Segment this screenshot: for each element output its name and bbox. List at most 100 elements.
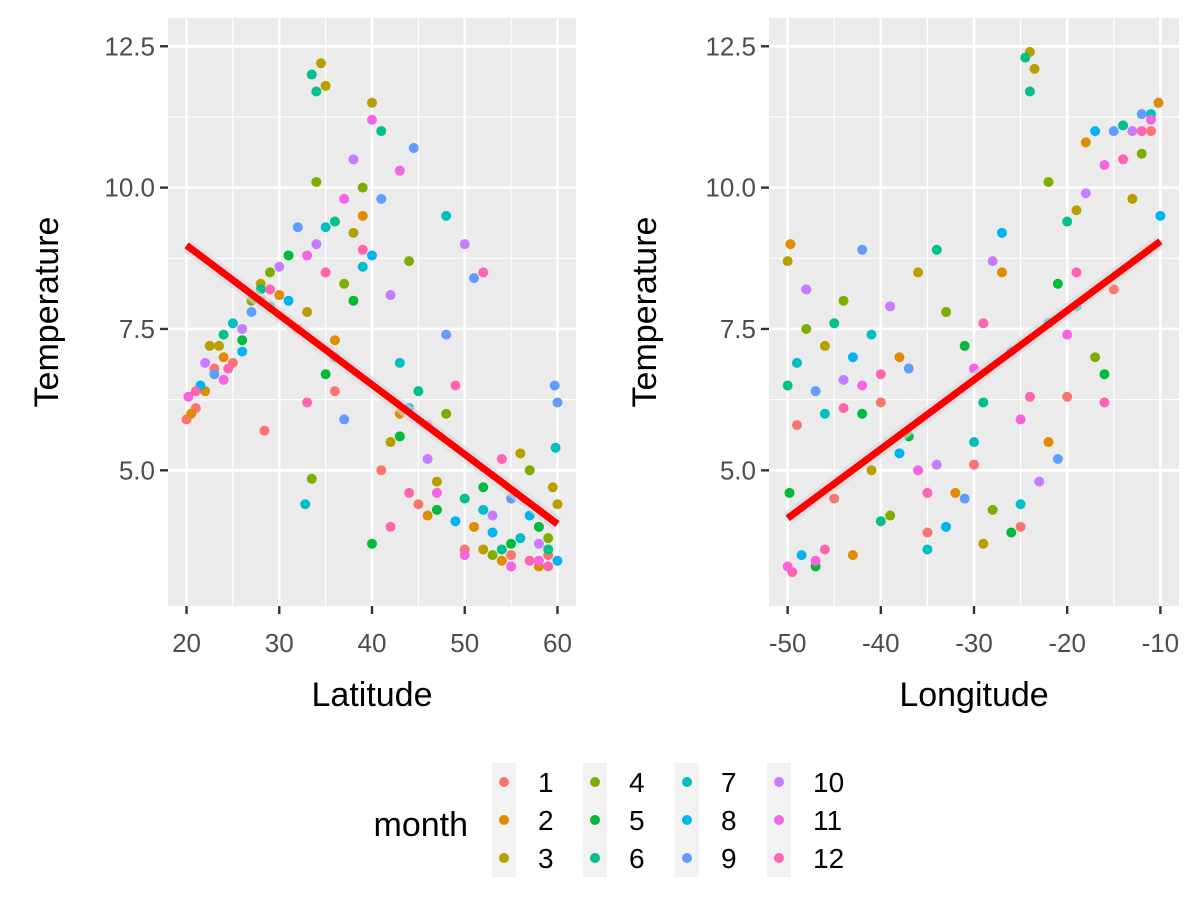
data-point-month-2 (218, 352, 229, 363)
fit-line (785, 238, 1163, 522)
data-point-month-10 (237, 323, 248, 334)
data-point-month-5 (478, 482, 489, 493)
data-point-month-12 (357, 244, 368, 255)
data-point-month-7 (300, 499, 311, 510)
data-point-month-10 (385, 290, 396, 301)
data-point-month-11 (459, 550, 470, 561)
data-point-month-9 (903, 363, 914, 374)
data-point-month-3 (214, 340, 224, 351)
data-point-month-8 (367, 250, 377, 261)
data-point-month-9 (959, 493, 970, 504)
y-tick-label: 5.0 (720, 455, 756, 485)
data-point-month-7 (227, 318, 238, 329)
data-point-month-4 (801, 323, 812, 334)
data-point-month-6 (306, 69, 317, 80)
data-point-month-3 (1071, 205, 1082, 216)
data-point-month-12 (478, 267, 489, 278)
data-point-month-12 (1024, 391, 1035, 402)
data-point-month-6 (829, 318, 840, 329)
data-point-month-12 (1118, 154, 1129, 165)
data-point-month-4 (1090, 352, 1101, 363)
legend-label: 3 (538, 843, 554, 874)
data-point-month-6 (311, 86, 322, 97)
data-point-month-9 (857, 244, 868, 255)
data-point-month-2 (996, 267, 1007, 278)
data-point-month-3 (819, 340, 830, 351)
data-point-month-1 (413, 499, 424, 510)
data-point-month-8 (941, 521, 952, 532)
data-point-month-7 (357, 261, 368, 272)
data-point-month-12 (496, 454, 507, 464)
data-point-month-1 (969, 459, 979, 470)
data-point-month-9 (552, 397, 563, 408)
data-point-month-3 (978, 538, 989, 549)
data-point-month-12 (320, 267, 331, 278)
data-point-month-12 (265, 284, 275, 295)
data-point-month-3 (385, 437, 396, 448)
data-point-month-8 (1090, 126, 1101, 137)
data-point-month-6 (413, 386, 424, 397)
data-point-month-11 (857, 380, 868, 391)
data-point-month-6 (978, 397, 989, 408)
data-point-month-8 (796, 550, 807, 561)
data-point-month-10 (1080, 188, 1091, 199)
data-point-month-7 (478, 504, 489, 515)
data-point-month-7 (441, 210, 452, 221)
legend-key-month-5 (590, 815, 600, 825)
y-axis-title: Temperature (28, 217, 66, 408)
data-point-month-3 (316, 58, 326, 69)
data-point-month-3 (478, 544, 489, 555)
data-point-month-9 (292, 222, 303, 233)
legend-key-month-11 (774, 815, 784, 825)
x-axis-title: Longitude (899, 676, 1048, 714)
data-point-month-2 (894, 352, 905, 363)
data-point-month-5 (1052, 278, 1063, 289)
data-point-month-5 (348, 295, 359, 306)
data-point-month-9 (1052, 454, 1063, 464)
data-point-month-4 (306, 473, 317, 484)
data-point-month-10 (348, 154, 359, 165)
data-point-month-10 (487, 510, 498, 521)
data-point-month-6 (1062, 216, 1073, 227)
data-point-month-5 (320, 369, 331, 380)
data-point-month-4 (265, 267, 275, 278)
data-point-month-9 (1108, 126, 1119, 137)
x-tick-label: -20 (1048, 628, 1086, 658)
data-point-month-10 (533, 538, 544, 549)
data-point-month-3 (431, 476, 442, 487)
data-point-month-3 (1029, 63, 1040, 74)
data-point-month-1 (829, 493, 840, 504)
data-point-month-1 (791, 420, 802, 431)
data-point-month-7 (1015, 499, 1026, 510)
data-point-month-2 (496, 555, 507, 566)
data-point-month-7 (922, 544, 933, 555)
data-point-month-12 (385, 521, 396, 532)
legend-key-month-8 (682, 815, 692, 825)
data-point-month-5 (1099, 369, 1110, 380)
data-point-month-1 (1146, 126, 1157, 137)
data-point-month-3 (320, 80, 331, 91)
data-point-month-6 (1020, 52, 1031, 63)
data-point-month-4 (339, 278, 350, 289)
data-point-month-2 (186, 408, 197, 419)
data-point-month-1 (506, 550, 517, 561)
data-point-month-12 (922, 487, 933, 498)
data-point-month-4 (941, 307, 952, 317)
data-point-month-6 (543, 544, 554, 555)
data-point-month-9 (441, 329, 452, 340)
data-point-month-3 (348, 227, 359, 238)
data-point-month-9 (376, 193, 387, 204)
data-point-month-10 (422, 454, 433, 464)
legend-label: 2 (538, 805, 554, 836)
data-point-month-4 (543, 533, 554, 544)
data-point-month-8 (237, 346, 248, 357)
legend-label: 6 (629, 843, 645, 874)
data-point-month-12 (819, 544, 830, 555)
y-axis-title: Temperature (626, 217, 664, 408)
data-point-month-12 (1071, 267, 1082, 278)
data-point-month-12 (838, 403, 849, 414)
data-point-month-9 (810, 386, 821, 397)
x-tick-label: 50 (450, 628, 479, 658)
